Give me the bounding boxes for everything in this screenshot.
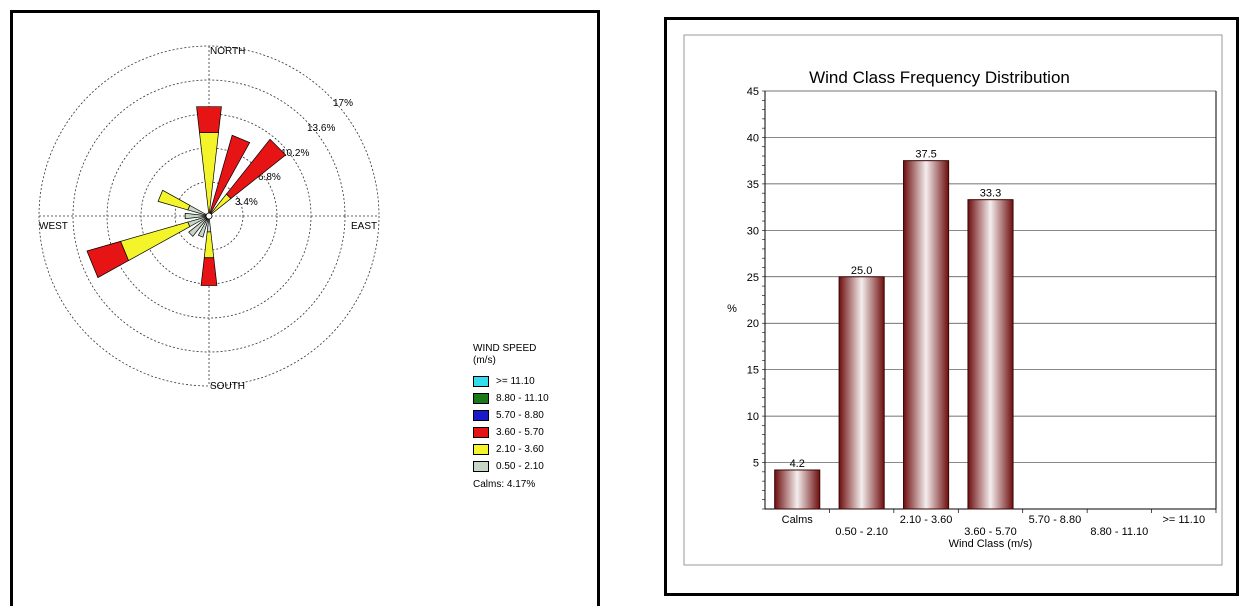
legend-title: WIND SPEED [473, 343, 537, 354]
west-label: WEST [39, 221, 68, 232]
ring-label: 17% [333, 98, 353, 109]
legend-item: 3.60 - 5.70 [473, 424, 549, 441]
chart-frame [683, 34, 1223, 566]
rose-wedge [225, 138, 287, 200]
y-tick-label: 35 [747, 179, 759, 191]
rose-wedge [197, 215, 210, 238]
rose-wedge [203, 231, 215, 259]
legend-label: >= 11.10 [496, 376, 535, 387]
y-tick-label: 40 [747, 132, 759, 144]
ring-label: 6.8% [258, 172, 281, 183]
chart-title: Wind Class Frequency Distribution [809, 68, 1070, 87]
legend-label: 3.60 - 5.70 [496, 427, 544, 438]
legend-entries: >= 11.10 8.80 - 11.10 5.70 - 8.80 3.60 - 5.… [473, 373, 549, 475]
legend-swatch [473, 410, 489, 421]
legend-label: 5.70 - 8.80 [496, 410, 544, 421]
x-tick-label: 2.10 - 3.60 [900, 514, 953, 526]
legend-swatch [473, 376, 489, 387]
legend-item: 0.50 - 2.10 [473, 458, 549, 475]
y-tick-label: 10 [747, 411, 759, 423]
histogram-bar [774, 469, 821, 510]
histogram-bar [967, 199, 1014, 510]
y-tick-label: 5 [753, 458, 759, 470]
x-tick-label: 8.80 - 11.10 [1090, 526, 1148, 538]
x-tick-label: Calms [782, 514, 814, 526]
legend-swatch [473, 444, 489, 455]
rose-wedge [208, 134, 251, 217]
legend-label: 2.10 - 3.60 [496, 444, 544, 455]
calms-text: Calms: 4.17% [473, 479, 536, 490]
legend-title-units: (m/s) [473, 355, 496, 366]
ring-label: 13.6% [307, 123, 335, 134]
rose-wedge [196, 106, 222, 133]
legend-item: 2.10 - 3.60 [473, 441, 549, 458]
wind-rose-chart: 3.4% 6.8% 10.2% 13.6% 17% NORTH SOUTH WEST EAST [38, 45, 380, 392]
y-tick-label: 25 [747, 272, 759, 284]
south-label: SOUTH [210, 381, 245, 392]
rose-wedge [86, 240, 129, 279]
legend-label: 0.50 - 2.10 [496, 461, 544, 472]
x-axis-label: Wind Class (m/s) [949, 538, 1033, 550]
bar-data-label: 25.0 [851, 265, 872, 277]
y-axis-label: % [727, 303, 737, 315]
north-label: NORTH [210, 46, 245, 57]
y-tick-label: 45 [747, 86, 759, 98]
wind-class-histogram: Wind Class Frequency Distribution 5 10 15 20… [683, 34, 1223, 566]
legend-swatch [473, 393, 489, 404]
legend-item: 5.70 - 8.80 [473, 407, 549, 424]
bar-data-label: 4.2 [790, 458, 805, 470]
bar-data-label: 37.5 [915, 149, 936, 161]
legend-item: >= 11.10 [473, 373, 549, 390]
x-tick-label: 3.60 - 5.70 [964, 526, 1017, 538]
x-tick-label: >= 11.10 [1162, 514, 1205, 526]
east-label: EAST [351, 221, 377, 232]
histogram-panel: Wind Class Frequency Distribution 5 10 15 20… [664, 17, 1239, 596]
x-tick-label: 5.70 - 8.80 [1029, 514, 1082, 526]
wind-rose-panel: 3.4% 6.8% 10.2% 13.6% 17% NORTH SOUTH WEST EAST … [10, 10, 600, 606]
ring-label: 3.4% [235, 197, 258, 208]
legend-item: 8.80 - 11.10 [473, 390, 549, 407]
legend-swatch [473, 427, 489, 438]
rose-center [205, 212, 213, 220]
histogram-bar [838, 276, 885, 510]
rose-wedge [184, 212, 210, 220]
x-tick-label: 0.50 - 2.10 [835, 526, 888, 538]
bar-data-label: 33.3 [980, 188, 1001, 200]
y-tick-label: 15 [747, 365, 759, 377]
rose-wedge [200, 257, 218, 286]
legend-swatch [473, 461, 489, 472]
y-tick-label: 30 [747, 225, 759, 237]
rose-wedge [157, 189, 191, 211]
rose-wedge [120, 221, 191, 262]
histogram-bar [903, 160, 950, 510]
legend-label: 8.80 - 11.10 [496, 393, 549, 404]
rose-wedge [188, 215, 210, 237]
ring-label: 10.2% [281, 148, 309, 159]
wind-speed-legend: WIND SPEED (m/s) >= 11.10 8.80 - 11.10 5.7… [473, 343, 549, 490]
y-tick-label: 20 [747, 318, 759, 330]
